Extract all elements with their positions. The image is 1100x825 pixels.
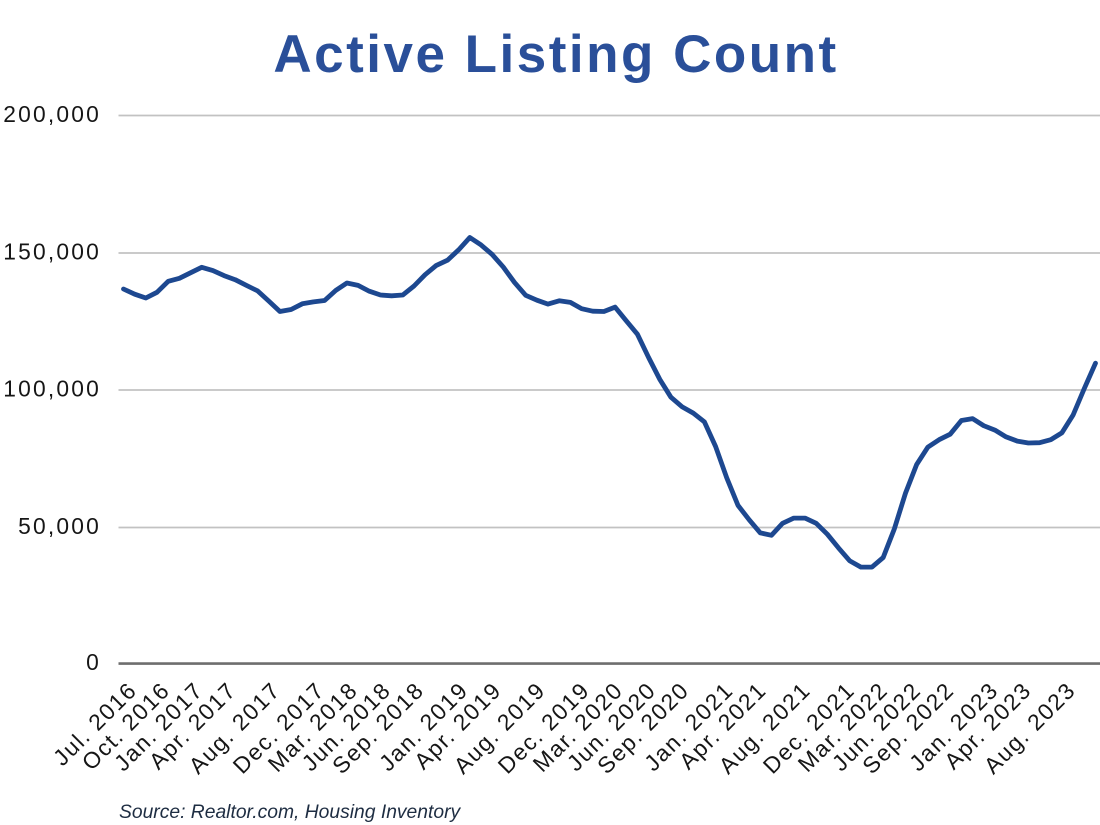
svg-text:0: 0 <box>86 649 101 675</box>
svg-text:100,000: 100,000 <box>3 375 101 401</box>
svg-text:Active Listing Count: Active Listing Count <box>273 25 838 84</box>
svg-text:150,000: 150,000 <box>3 238 101 264</box>
svg-text:Source: Realtor.com, Housing I: Source: Realtor.com, Housing Inventory <box>119 802 462 823</box>
svg-text:50,000: 50,000 <box>18 513 101 539</box>
svg-text:200,000: 200,000 <box>3 101 101 127</box>
